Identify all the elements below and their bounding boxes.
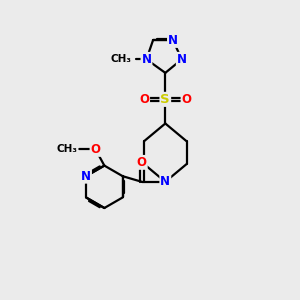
Text: N: N <box>142 53 152 66</box>
Text: N: N <box>160 175 170 188</box>
Text: O: O <box>139 93 149 106</box>
Text: CH₃: CH₃ <box>110 54 131 64</box>
Text: O: O <box>182 93 191 106</box>
Text: N: N <box>177 53 187 66</box>
Text: CH₃: CH₃ <box>57 144 78 154</box>
Text: N: N <box>168 34 178 47</box>
Text: O: O <box>91 143 100 156</box>
Text: O: O <box>137 156 147 169</box>
Text: S: S <box>160 93 170 106</box>
Text: N: N <box>81 170 91 183</box>
